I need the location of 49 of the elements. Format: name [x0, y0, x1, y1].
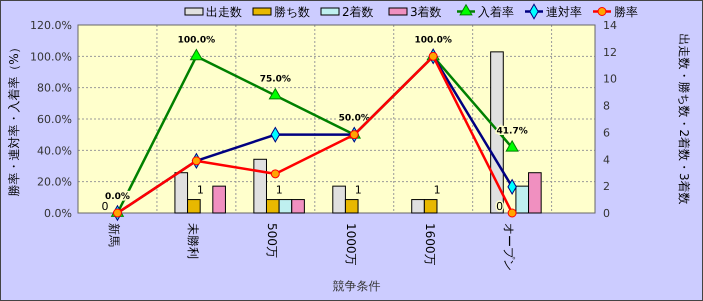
- y-tick-label: 0.0%: [44, 207, 72, 220]
- legend-label: 出走数: [206, 5, 242, 19]
- y2-tick-label: 10: [603, 72, 617, 86]
- y2-tick-label: 8: [603, 100, 610, 113]
- x-tick-label: 未勝利: [186, 223, 200, 259]
- y-axis-title: 勝率・連対率・入着率（%）: [7, 41, 21, 197]
- data-label: 100.0%: [178, 35, 216, 46]
- point: [508, 208, 517, 218]
- legend-label: 3着数: [410, 5, 442, 19]
- point: [190, 49, 203, 60]
- x-tick-label: オープン: [502, 223, 516, 271]
- y-tick-label: 100.0%: [30, 50, 72, 64]
- legend-label: 連対率: [546, 5, 582, 19]
- y2-tick-label: 4: [603, 153, 610, 166]
- y-tick-label: 60.0%: [37, 113, 72, 126]
- data-label: 1: [196, 184, 204, 197]
- data-label: 0: [101, 200, 108, 213]
- y2-axis-title: 出走数・勝ち数・2着数・3着数: [677, 33, 691, 205]
- legend-label: 勝ち数: [274, 5, 310, 19]
- data-label: 50.0%: [338, 114, 370, 124]
- data-label: 1: [434, 184, 441, 197]
- data-label: 1: [276, 184, 283, 197]
- y2-tick-label: 14: [603, 19, 617, 32]
- point: [350, 130, 359, 140]
- y-tick-label: 80.0%: [37, 82, 72, 95]
- x-tick-label: 1000万: [344, 223, 358, 266]
- x-tick-label: 500万: [265, 223, 280, 258]
- x-tick-label: 1600万: [422, 223, 437, 266]
- y2-tick-label: 2: [603, 180, 610, 194]
- bar: [212, 186, 226, 214]
- data-label: 75.0%: [260, 74, 291, 84]
- y-tick-label: 40.0%: [37, 144, 72, 158]
- data-label: 1: [354, 184, 362, 197]
- legend-label: 入着率: [478, 5, 514, 19]
- point: [270, 169, 280, 178]
- point: [192, 156, 201, 166]
- y2-tick-label: 12: [603, 46, 617, 59]
- y-tick-label: 20.0%: [37, 176, 72, 189]
- legend-label: 勝率: [614, 5, 638, 19]
- data-label: 100.0%: [414, 35, 452, 46]
- point: [268, 88, 282, 100]
- y-tick-label: 120.0%: [30, 19, 72, 32]
- data-label: 0: [496, 200, 504, 213]
- x-axis-title: 競争条件: [332, 279, 380, 293]
- point: [506, 140, 519, 152]
- legend-label: 2着数: [342, 5, 374, 19]
- x-tick-label: 新馬: [107, 223, 122, 247]
- y2-tick-label: 0: [603, 207, 610, 220]
- y2-tick-label: 6: [603, 126, 610, 140]
